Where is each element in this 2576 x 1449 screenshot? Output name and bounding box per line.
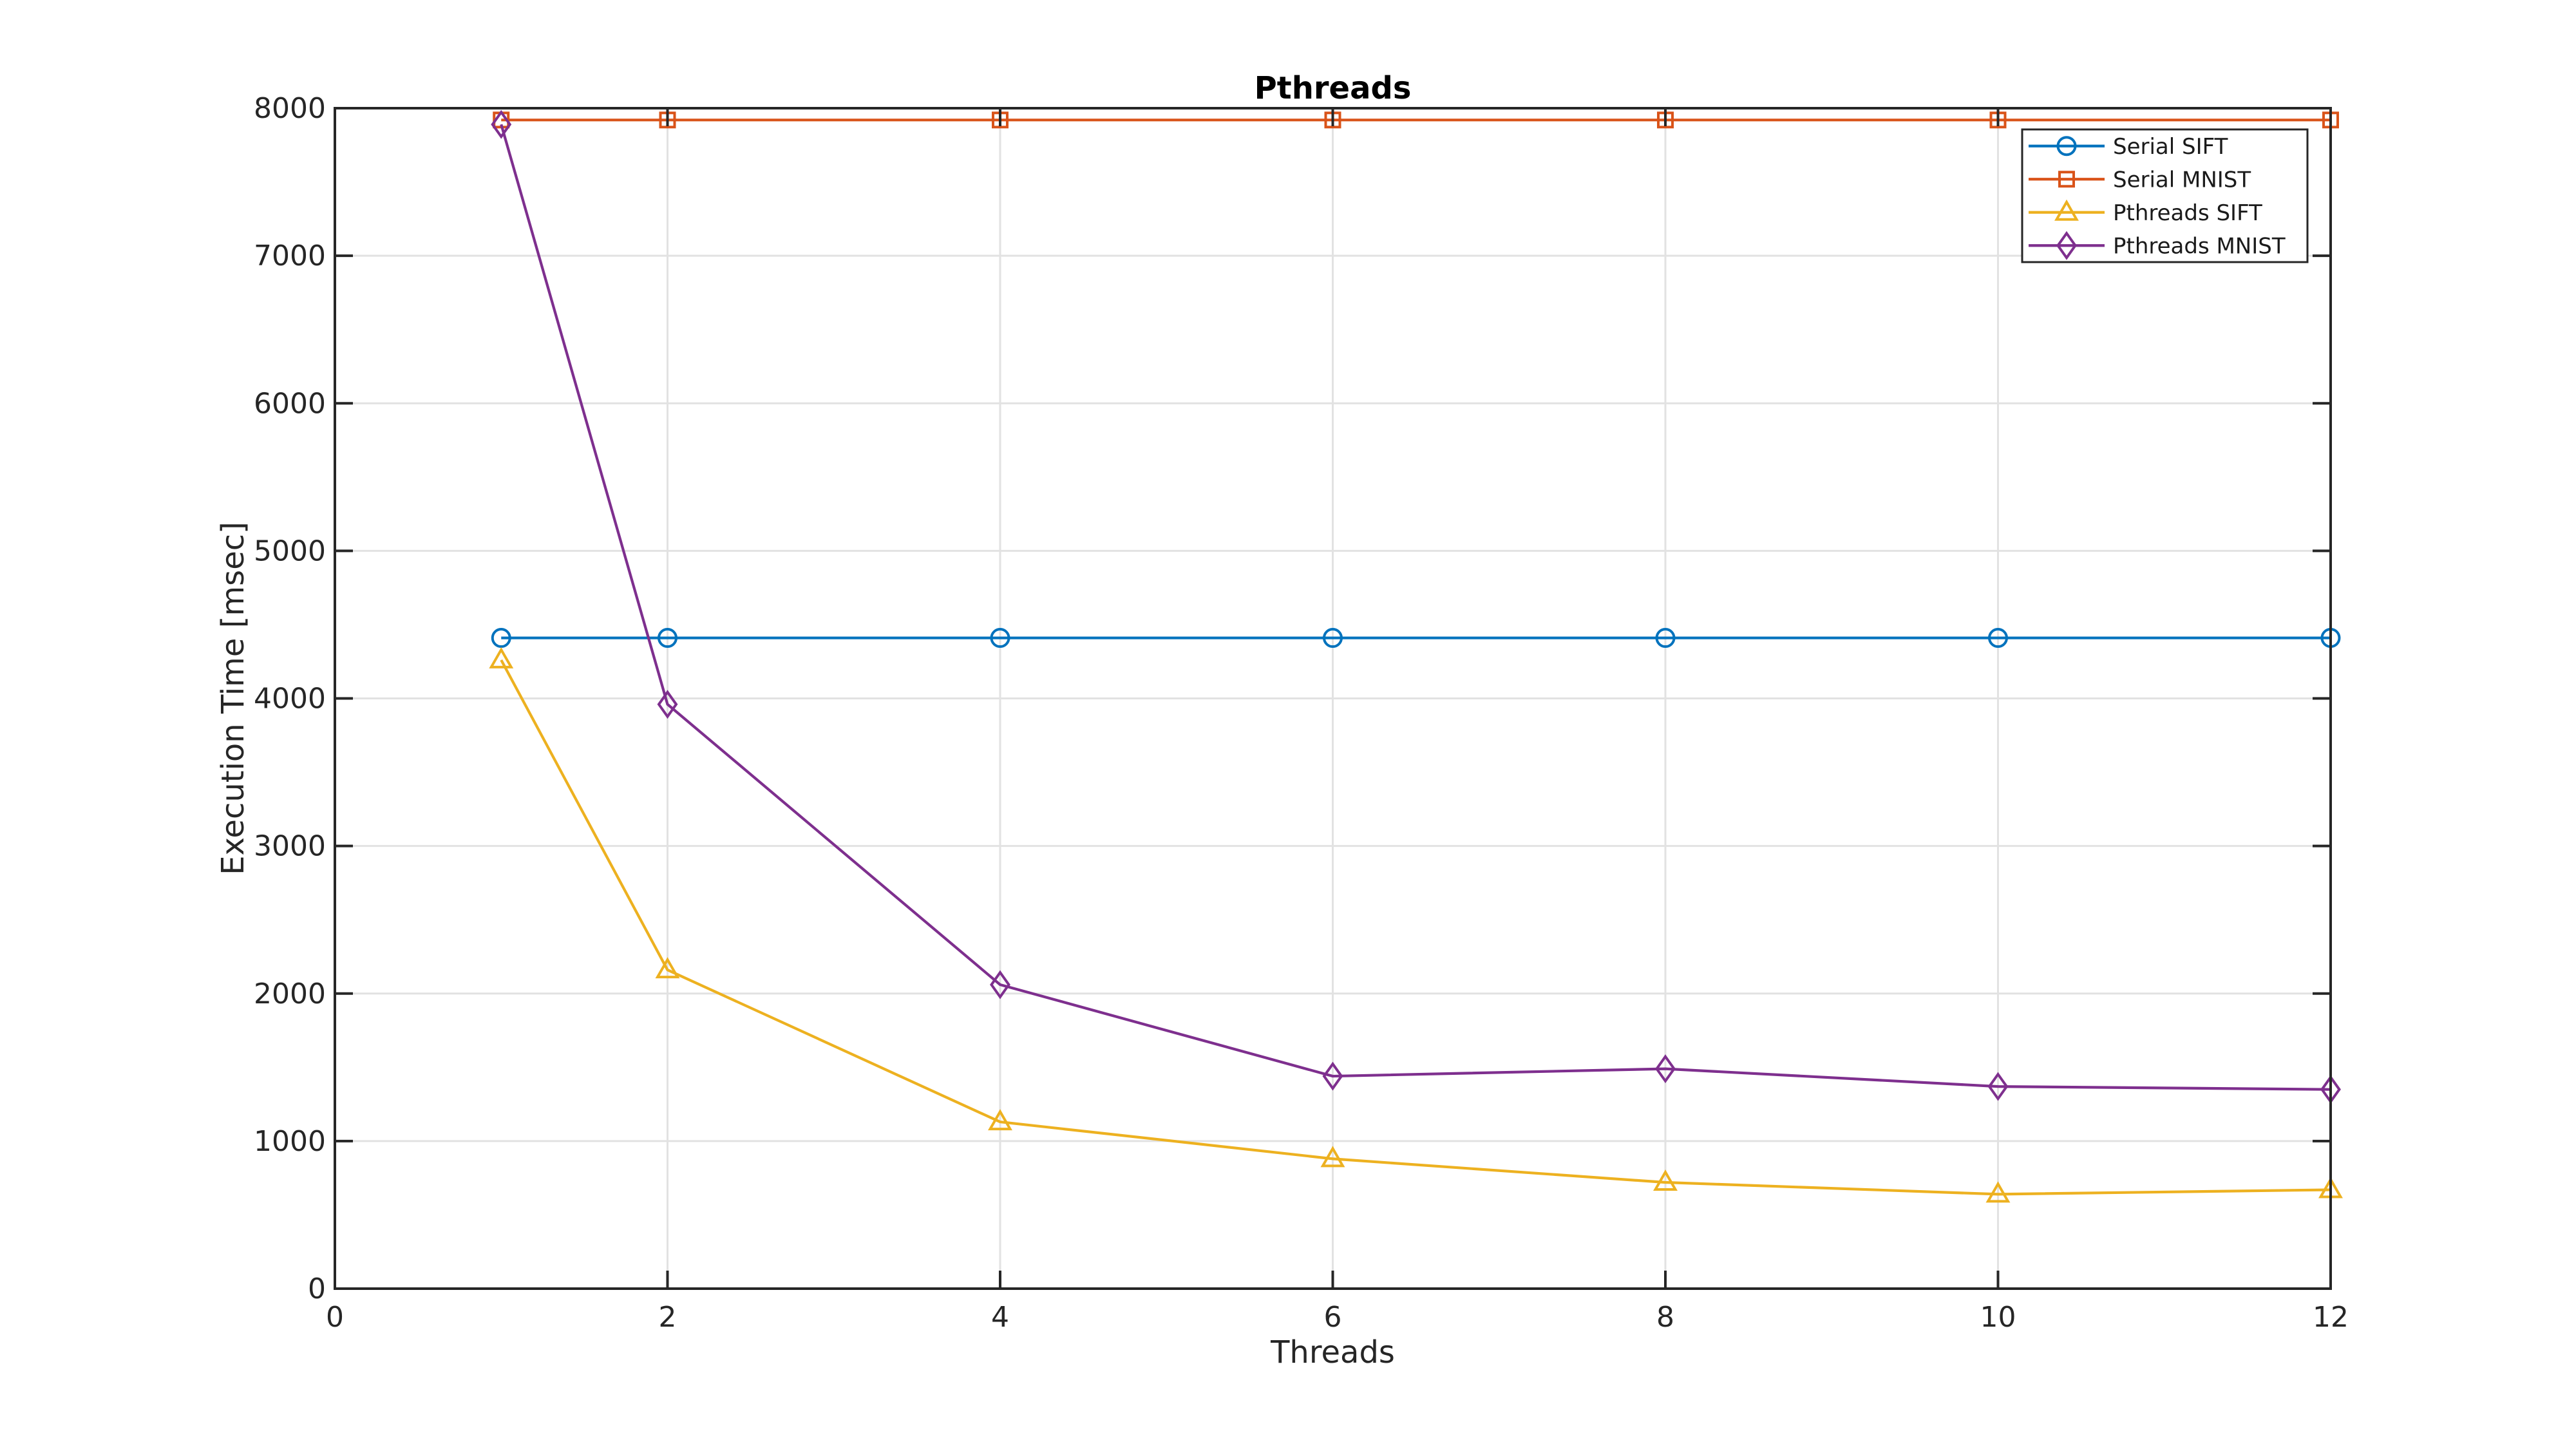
triangle-marker-pthreads-sift (1653, 1170, 1678, 1191)
legend-entry-label: Serial SIFT (2113, 134, 2228, 160)
series-line-pthreads-mnist (500, 124, 2331, 1091)
circle-marker-serial-sift (658, 628, 677, 649)
circle-marker-serial-sift (491, 628, 511, 649)
x-tick-label: 2 (659, 1301, 677, 1334)
circle-marker-serial-sift (990, 628, 1010, 649)
legend: Serial SIFT Serial MNIST Pthreads SIFT Pthr… (2021, 128, 2309, 263)
triangle-marker-pthreads-sift (489, 647, 514, 668)
legend-entry-label: Pthreads MNIST (2113, 233, 2286, 259)
x-tick-label: 0 (326, 1301, 344, 1334)
y-tick-label: 2000 (254, 978, 326, 1010)
diamond-marker-pthreads-mnist (1322, 1061, 1343, 1091)
x-axis-label: Threads (1270, 1334, 1395, 1370)
y-axis-label: Execution Time [msec] (215, 522, 251, 875)
diamond-marker-pthreads-mnist (657, 690, 678, 719)
series-serial-mnist (493, 111, 2339, 129)
diamond-marker-pthreads-mnist (1987, 1072, 2009, 1101)
series-pthreads-mnist (491, 109, 2341, 1104)
y-tick-label: 1000 (254, 1125, 326, 1158)
axes-layer (334, 107, 2332, 1290)
chart-title: Pthreads (1255, 70, 1412, 106)
triangle-marker-pthreads-sift (988, 1109, 1012, 1131)
x-tick-label: 8 (1656, 1301, 1674, 1334)
circle-marker-serial-sift (1655, 628, 1676, 649)
circle-legend-marker (2056, 136, 2077, 156)
y-tick-label: 3000 (254, 830, 326, 863)
tick-label-layer: 0 2 4 6 8 10 12 0 1000 2000 3000 4000 5000 6000 7000 80… (254, 92, 2349, 1334)
triangle-marker-pthreads-sift (1320, 1146, 1345, 1168)
square-legend-marker (2058, 171, 2075, 188)
y-tick-label: 5000 (254, 535, 326, 567)
legend-entry-pthreads-sift: Pthreads SIFT (2029, 199, 2262, 226)
y-tick-label: 4000 (254, 683, 326, 715)
y-tick-label: 0 (308, 1273, 326, 1305)
diamond-marker-pthreads-mnist (990, 970, 1010, 999)
diamond-marker-pthreads-mnist (1655, 1054, 1676, 1084)
diamond-legend-marker (2056, 231, 2077, 260)
grid-layer (335, 108, 2331, 1289)
legend-entry-serial-mnist: Serial MNIST (2029, 167, 2251, 193)
triangle-legend-marker (2054, 199, 2079, 221)
series-serial-sift (491, 628, 2341, 649)
x-tick-label: 6 (1324, 1301, 1342, 1334)
triangle-marker-pthreads-sift (655, 957, 680, 979)
axes-box (334, 107, 2332, 1290)
series-pthreads-sift (489, 647, 2343, 1203)
triangle-marker-pthreads-sift (1985, 1181, 2011, 1203)
series-line-pthreads-sift (500, 659, 2331, 1196)
legend-entry-label: Serial MNIST (2113, 167, 2251, 193)
legend-box (2021, 128, 2309, 263)
y-tick-label: 8000 (254, 92, 326, 125)
x-tick-label: 12 (2313, 1301, 2349, 1334)
x-tick-label: 4 (991, 1301, 1009, 1334)
legend-entry-serial-sift: Serial SIFT (2029, 134, 2228, 160)
legend-entry-label: Pthreads SIFT (2113, 200, 2262, 226)
y-tick-label: 6000 (254, 387, 326, 420)
x-tick-label: 10 (1980, 1301, 2016, 1334)
series-layer (489, 109, 2343, 1203)
circle-marker-serial-sift (1988, 628, 2008, 649)
legend-entry-pthreads-mnist: Pthreads MNIST (2029, 231, 2286, 260)
y-tick-label: 7000 (254, 240, 326, 272)
circle-marker-serial-sift (1323, 628, 1343, 649)
diamond-marker-pthreads-mnist (491, 109, 512, 139)
